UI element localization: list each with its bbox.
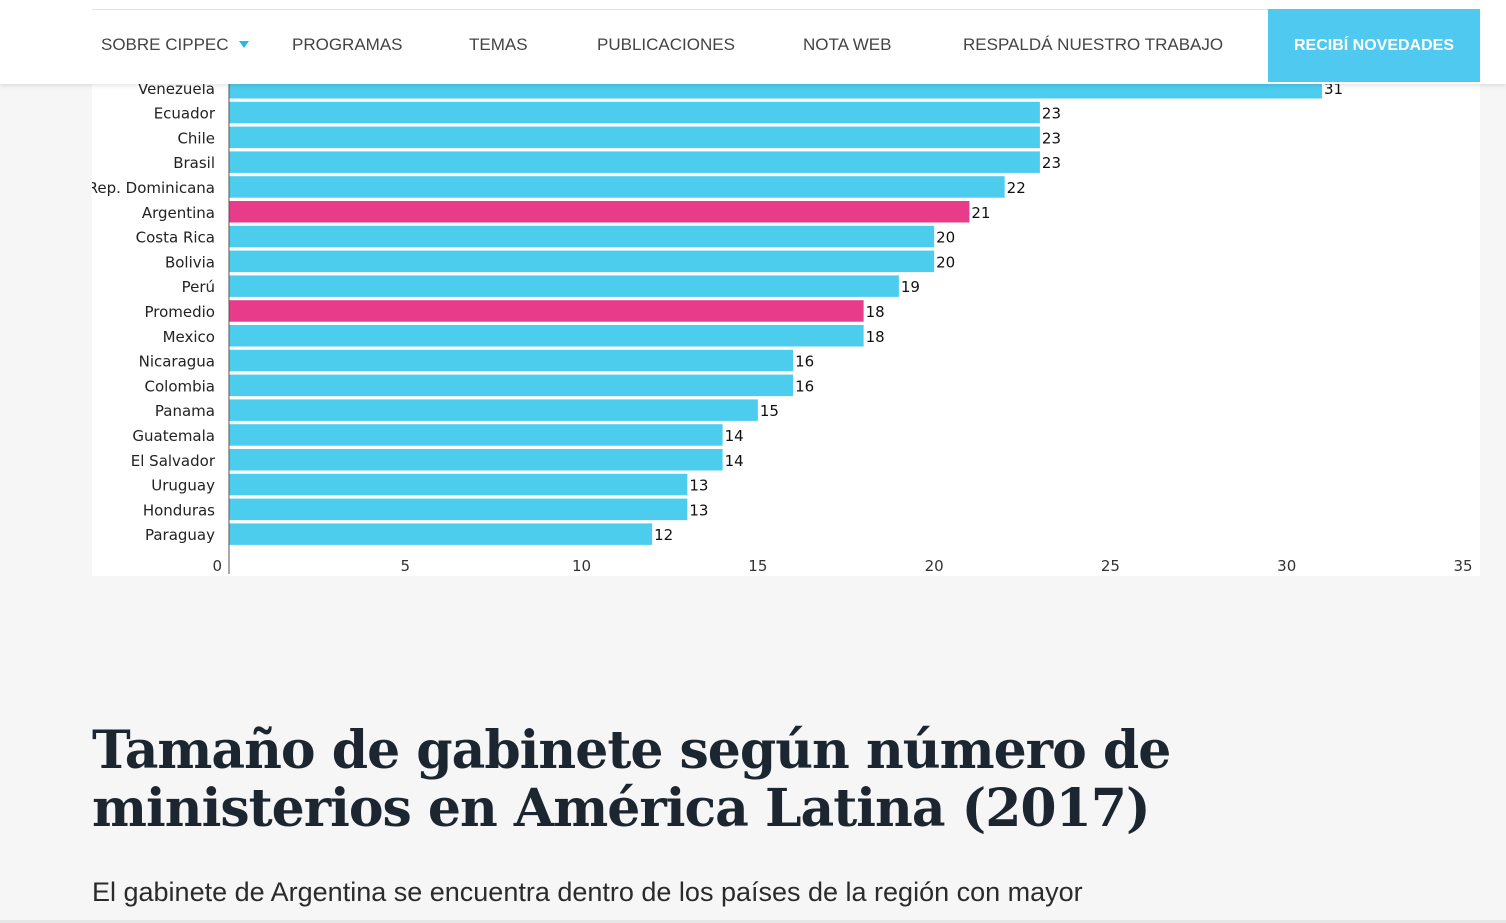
data-label: 13	[689, 477, 708, 495]
data-label: 14	[725, 452, 744, 470]
bar-honduras	[229, 498, 688, 521]
category-label: Bolivia	[165, 253, 215, 271]
category-label: Nicaragua	[139, 353, 215, 371]
bar-mexico	[229, 325, 864, 347]
category-label: Rep. Dominicana	[92, 179, 215, 197]
nav-item-label: SOBRE CIPPEC	[101, 35, 229, 54]
bar-brasil	[229, 151, 1040, 173]
data-label: 21	[971, 204, 990, 222]
caret-down-icon	[238, 41, 249, 49]
page-divider	[0, 920, 1506, 923]
data-label: 16	[795, 377, 814, 395]
category-label: Mexico	[163, 328, 215, 346]
category-label: Colombia	[145, 377, 216, 395]
bar-argentina	[229, 201, 970, 223]
bar-rep-dominicana	[229, 176, 1005, 198]
data-label: 13	[689, 501, 708, 519]
bar-guatemala	[229, 424, 723, 446]
bar-promedio	[229, 300, 864, 322]
category-label: Honduras	[143, 501, 215, 519]
navbar-divider	[92, 9, 1268, 10]
bar-uruguay	[229, 473, 688, 496]
x-tick-label: 30	[1277, 557, 1296, 575]
x-tick-label: 25	[1101, 557, 1120, 575]
bar-panama	[229, 399, 758, 421]
bar-chile	[229, 126, 1040, 149]
data-label: 31	[1324, 80, 1343, 98]
category-label: Promedio	[144, 303, 215, 321]
category-label: Costa Rica	[136, 229, 215, 247]
nav-item-temas[interactable]: TEMAS	[469, 35, 528, 54]
data-label: 22	[1007, 179, 1026, 197]
bar-chart: Venezuela 31 Ecuador 23 Chile 23 Brasil 23 Rep. …	[92, 75, 1473, 575]
bar-el-salvador	[229, 449, 723, 471]
category-label: Panama	[155, 402, 215, 420]
nav-item-publicaciones[interactable]: PUBLICACIONES	[597, 35, 735, 54]
bar-nicaragua	[229, 349, 794, 372]
category-label: Guatemala	[132, 427, 215, 445]
category-label: Ecuador	[154, 105, 216, 123]
category-label: Argentina	[142, 204, 215, 222]
bar-ecuador	[229, 101, 1040, 124]
data-label: 20	[936, 229, 955, 247]
article-intro: El gabinete de Argentina se encuentra de…	[92, 877, 1083, 907]
data-label: 19	[901, 278, 920, 296]
category-label: Chile	[177, 129, 215, 147]
category-label: Perú	[182, 278, 215, 296]
category-label: Uruguay	[151, 477, 215, 495]
x-tick-label: 5	[401, 557, 411, 575]
data-label: 14	[725, 427, 744, 445]
category-label: El Salvador	[131, 452, 216, 470]
category-label: Paraguay	[145, 526, 215, 544]
x-tick-label: 10	[572, 557, 591, 575]
x-tick-label: 20	[925, 557, 944, 575]
bar-peru	[229, 275, 899, 297]
data-label: 18	[866, 328, 885, 346]
bar-colombia	[229, 374, 794, 397]
article-title: Tamaño de gabinete según número de minis…	[92, 720, 1171, 839]
x-tick-label: 35	[1453, 557, 1472, 575]
bar-costa-rica	[229, 225, 935, 248]
data-label: 23	[1042, 154, 1061, 172]
main-navigation: SOBRE CIPPEC PROGRAMAS TEMAS PUBLICACION…	[0, 0, 1506, 84]
data-label: 16	[795, 353, 814, 371]
x-tick-label: 15	[748, 557, 767, 575]
data-label: 18	[866, 303, 885, 321]
data-label: 15	[760, 402, 779, 420]
category-label: Venezuela	[138, 80, 215, 98]
data-label: 20	[936, 253, 955, 271]
bar-bolivia	[229, 250, 935, 273]
nav-item-respalda[interactable]: RESPALDÁ NUESTRO TRABAJO	[963, 35, 1224, 54]
subscribe-button[interactable]: RECIBÍ NOVEDADES	[1268, 9, 1480, 82]
category-label: Brasil	[173, 154, 215, 172]
data-label: 12	[654, 526, 673, 544]
bar-paraguay	[229, 523, 653, 545]
nav-item-sobre-cippec[interactable]: SOBRE CIPPEC	[101, 10, 249, 80]
data-label: 23	[1042, 129, 1061, 147]
data-label: 23	[1042, 105, 1061, 123]
nav-item-nota-web[interactable]: NOTA WEB	[803, 35, 892, 54]
chart-panel: Venezuela 31 Ecuador 23 Chile 23 Brasil 23 Rep. …	[92, 0, 1480, 576]
x-tick-label: 0	[212, 557, 222, 575]
nav-item-programas[interactable]: PROGRAMAS	[292, 35, 403, 54]
